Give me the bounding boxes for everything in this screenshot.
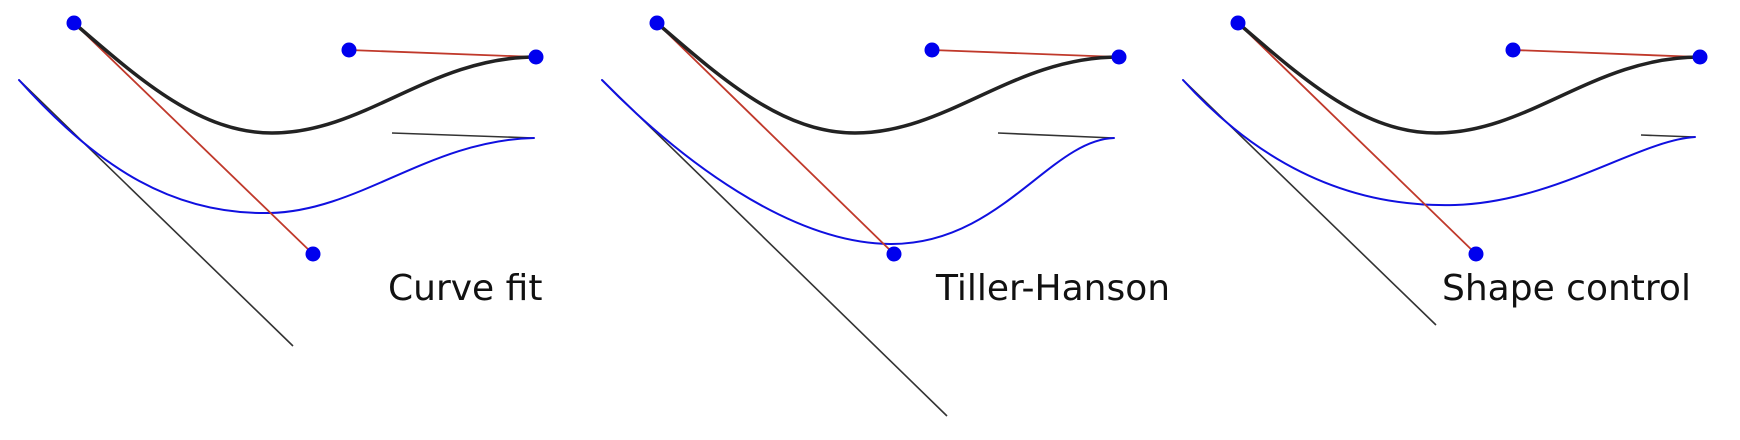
panel-label: Curve fit bbox=[388, 268, 542, 309]
original-curve bbox=[1236, 21, 1702, 135]
control-handle-end bbox=[1512, 49, 1701, 58]
control-point bbox=[528, 49, 544, 65]
offset-tangent-end bbox=[391, 132, 535, 139]
panel-tiller-hanson: Tiller-Hanson bbox=[601, 15, 1170, 417]
offset-curve bbox=[601, 79, 1115, 246]
control-handle-end bbox=[348, 49, 537, 58]
control-handle-start bbox=[73, 22, 314, 255]
control-handle-end bbox=[931, 49, 1120, 58]
panel-shape-control: Shape control bbox=[1182, 15, 1708, 326]
offset-tangent-end bbox=[997, 132, 1115, 139]
panel-label: Tiller-Hanson bbox=[935, 268, 1170, 309]
control-point bbox=[649, 15, 665, 31]
control-point bbox=[886, 246, 902, 262]
original-curve bbox=[72, 21, 538, 135]
control-handle-start bbox=[1237, 22, 1477, 255]
control-point bbox=[66, 15, 82, 31]
offset-curve bbox=[1182, 79, 1696, 207]
control-point bbox=[1692, 49, 1708, 65]
control-point bbox=[1111, 49, 1127, 65]
offset-tangent-start bbox=[18, 79, 294, 347]
control-handle-start bbox=[656, 22, 895, 255]
control-point bbox=[305, 246, 321, 262]
panel-curve-fit: Curve fit bbox=[18, 15, 544, 347]
control-point bbox=[1468, 246, 1484, 262]
control-point bbox=[1505, 42, 1521, 58]
panel-label: Shape control bbox=[1442, 268, 1691, 309]
offset-curve bbox=[18, 79, 535, 215]
offset-tangent-start bbox=[601, 79, 948, 417]
original-curve bbox=[655, 21, 1121, 135]
control-point bbox=[924, 42, 940, 58]
offset-tangent-end bbox=[1640, 134, 1696, 138]
control-point bbox=[341, 42, 357, 58]
control-point bbox=[1230, 15, 1246, 31]
